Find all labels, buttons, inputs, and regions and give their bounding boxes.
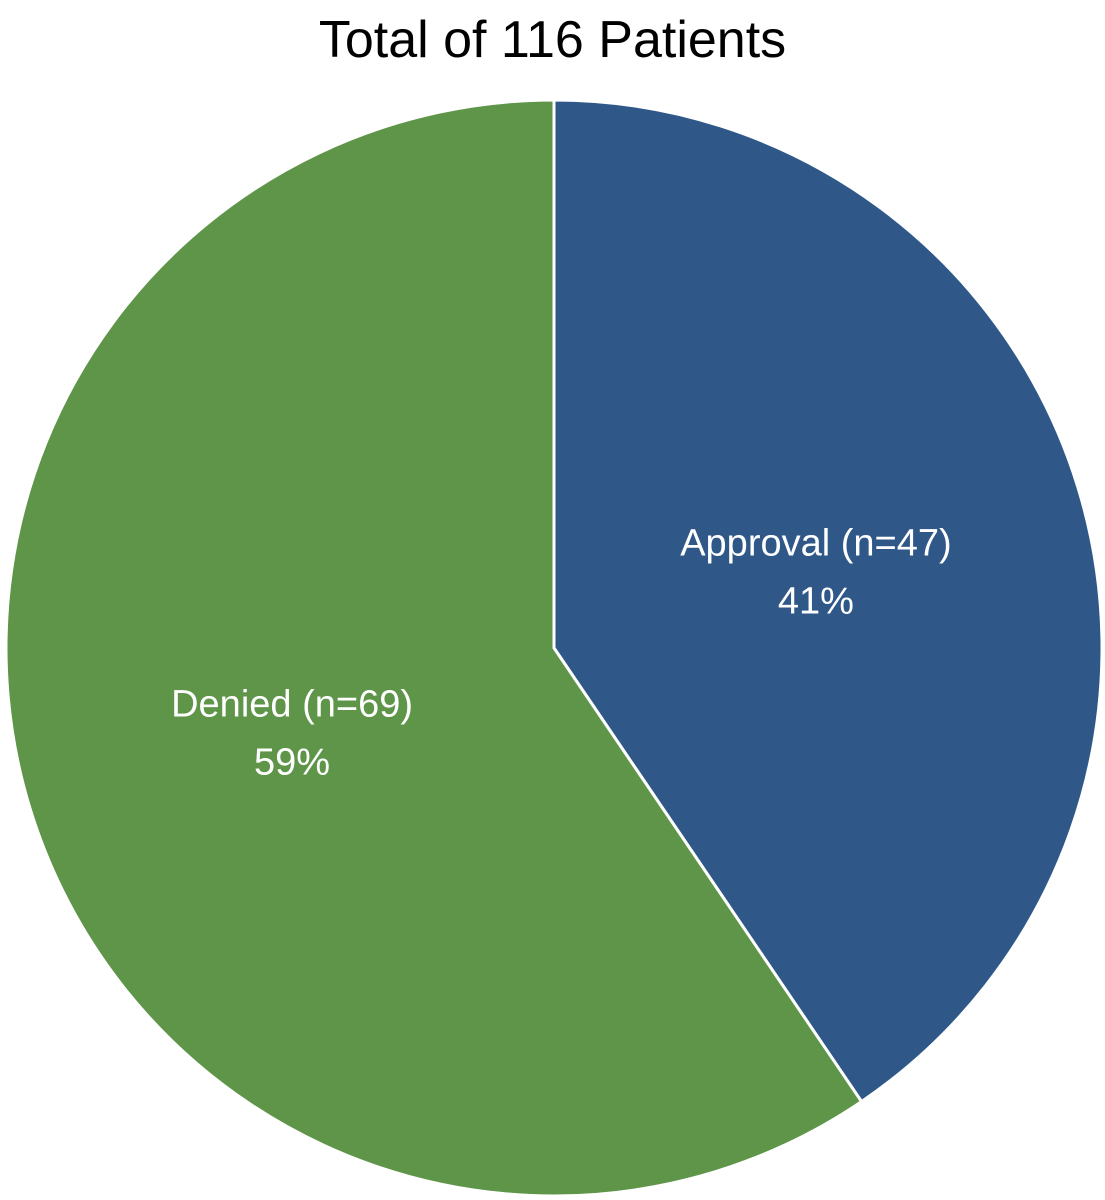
slice-percent-approval: 41% [778, 581, 854, 623]
slice-label-denied: Denied (n=69) [171, 683, 413, 725]
chart-title: Total of 116 Patients [318, 11, 787, 69]
pie-slice-denied [4, 98, 864, 1198]
slice-percent-denied: 59% [254, 741, 330, 783]
slice-label-approval: Approval (n=47) [680, 523, 951, 565]
pie-slice-labels: Approval (n=47) 41% Denied (n=69) 59% [171, 523, 952, 784]
pie-slices [4, 98, 1104, 1198]
pie-slice-approval [552, 98, 1104, 1104]
